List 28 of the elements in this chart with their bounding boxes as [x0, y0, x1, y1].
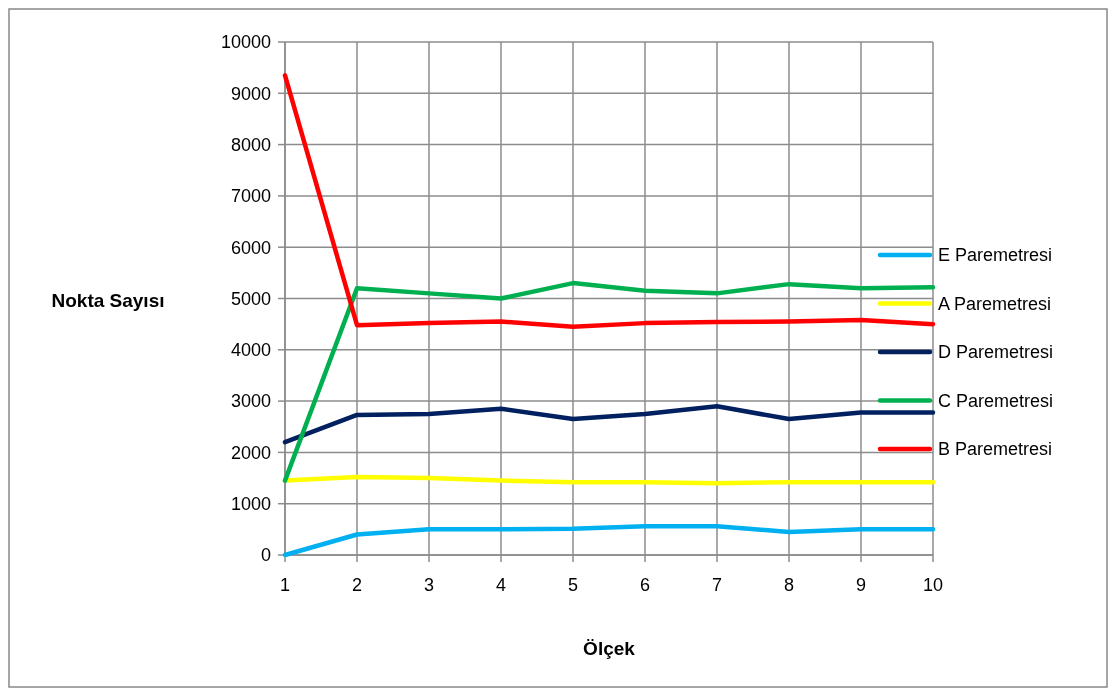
x-tick-label: 9 [855, 575, 867, 595]
y-tick-label: 8000 [230, 134, 271, 155]
x-axis-title: Ölçek [583, 638, 636, 659]
y-tick-label: 7000 [230, 186, 271, 207]
y-tick-label: 0 [260, 545, 271, 566]
x-tick-label: 3 [423, 575, 435, 595]
y-tick-label: 6000 [230, 237, 271, 258]
y-tick-label: 9000 [230, 83, 271, 104]
x-tick-label: 10 [922, 575, 944, 595]
y-tick-label: 1000 [230, 494, 271, 514]
y-tick-label: 4000 [230, 340, 271, 361]
y-tick-label: 10000 [220, 32, 271, 53]
legend-label: C Paremetresi [938, 390, 1054, 411]
x-tick-label: 8 [783, 575, 795, 595]
x-tick-label: 7 [711, 575, 723, 595]
x-tick-label: 2 [351, 575, 363, 595]
legend-label: B Paremetresi [938, 439, 1053, 460]
y-tick-label: 3000 [230, 391, 271, 412]
x-tick-label: 6 [639, 575, 651, 595]
y-axis-title: Nokta Sayısı [51, 289, 165, 311]
legend-label: E Paremetresi [938, 245, 1053, 266]
legend-label: D Paremetresi [938, 342, 1054, 363]
x-tick-label: 4 [495, 575, 507, 595]
y-tick-label: 5000 [230, 288, 271, 309]
legend-label: A Paremetresi [938, 293, 1052, 314]
y-tick-label: 2000 [230, 442, 271, 463]
x-tick-label: 1 [279, 575, 291, 595]
x-tick-label: 5 [567, 575, 579, 595]
